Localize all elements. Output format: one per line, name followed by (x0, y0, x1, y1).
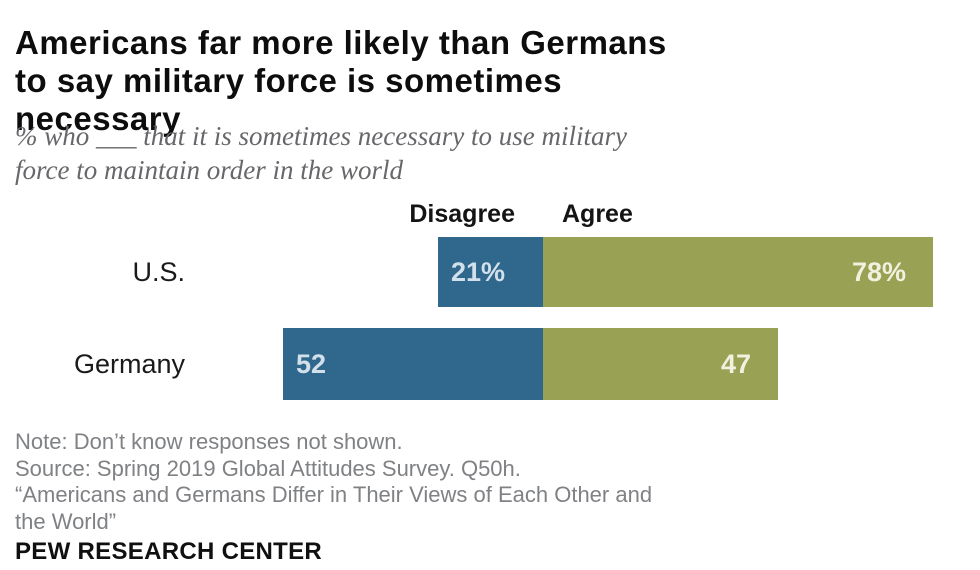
bar-segment-agree-germany: 47 (543, 328, 778, 400)
chart-title-line: necessary (15, 100, 181, 138)
chart-subtitle: % who ___ that it is sometimes necessary… (15, 119, 975, 187)
bar-value-disagree-us: 21% (451, 256, 506, 287)
bar-value-agree-us: 78% (851, 256, 906, 287)
pew-research-center-brand: PEW RESEARCH CENTER (15, 538, 323, 565)
chart-subtitle-line: force to maintain order in the world (15, 155, 403, 185)
footer-report-title-line: “Americans and Germans Differ in Their V… (15, 482, 653, 507)
bar-row-germany: Germany 52 47 (0, 328, 980, 400)
bar-segment-disagree-germany: 52 (283, 328, 543, 400)
chart-subtitle-line: % who ___ that it is sometimes necessary… (15, 121, 627, 151)
bar-segment-disagree-us: 21% (438, 237, 543, 307)
footer-report-title-line: the World” (15, 508, 117, 534)
legend-label-agree: Agree (562, 200, 633, 228)
chart-title-line: to say military force is sometimes (15, 62, 563, 100)
footer-note: Note: Don’t know responses not shown. (15, 429, 403, 454)
legend-label-disagree: Disagree (409, 200, 515, 228)
chart-title-line: Americans far more likely than Germans (15, 24, 667, 62)
category-label-us: U.S. (132, 256, 185, 287)
bar-value-agree-germany: 47 (720, 348, 751, 379)
chart-title: Americans far more likely than Germans t… (15, 24, 975, 138)
footer-notes: Note: Don’t know responses not shown. So… (15, 429, 975, 535)
bar-value-disagree-germany: 52 (296, 348, 327, 379)
footer-source: Source: Spring 2019 Global Attitudes Sur… (15, 455, 521, 481)
bar-row-us: U.S. 21% 78% (0, 237, 980, 307)
bar-segment-agree-us: 78% (543, 237, 933, 307)
category-label-germany: Germany (73, 348, 185, 379)
